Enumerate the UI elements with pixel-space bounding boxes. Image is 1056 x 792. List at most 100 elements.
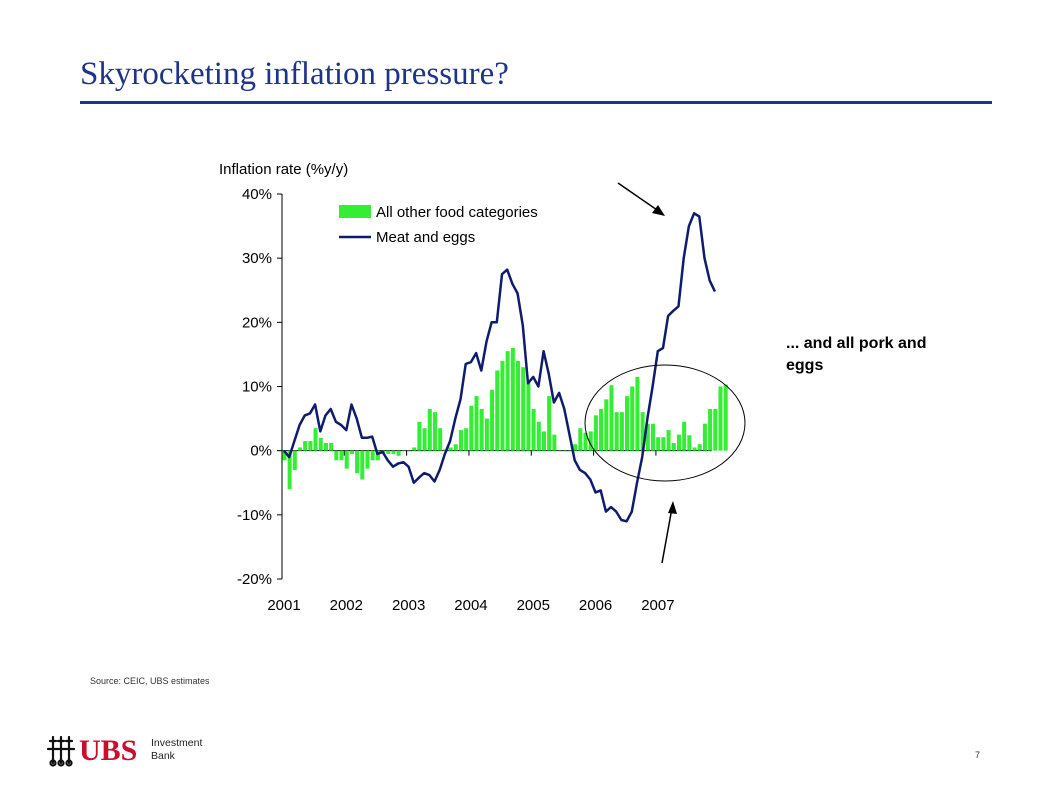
bar — [349, 450, 354, 454]
arrow-bottom-head — [668, 501, 677, 514]
bar — [318, 437, 323, 451]
page-number: 7 — [975, 750, 981, 760]
bar — [697, 444, 702, 451]
bar — [656, 437, 661, 451]
bar — [676, 434, 681, 451]
bar — [287, 450, 292, 490]
bar — [412, 447, 417, 451]
bar — [547, 396, 552, 451]
bar — [432, 412, 437, 451]
logo-subtitle-line2: Bank — [151, 750, 175, 762]
bar — [682, 421, 687, 451]
bar — [573, 444, 578, 451]
bar — [671, 442, 676, 451]
bar — [427, 408, 432, 451]
y-tick-label: -10% — [237, 507, 272, 524]
bar — [360, 450, 365, 480]
bar — [713, 408, 718, 451]
bar — [458, 430, 463, 451]
bar — [329, 442, 334, 451]
bar — [484, 418, 489, 451]
y-tick-label: -20% — [237, 571, 272, 588]
series-line-meat-and-eggs — [283, 212, 717, 523]
arrow-bottom-shaft — [661, 507, 673, 564]
logo-subtitle-line1: Investment — [151, 737, 203, 749]
bar — [396, 450, 401, 456]
bar — [552, 434, 557, 451]
bar — [521, 367, 526, 451]
bar — [510, 348, 515, 451]
bar — [687, 435, 692, 451]
bar — [355, 450, 360, 474]
bar — [505, 351, 510, 451]
y-axis-label: Inflation rate (%y/y) — [219, 161, 348, 178]
bar — [422, 428, 427, 451]
legend-label-bars: All other food categories — [376, 204, 538, 221]
bar — [650, 423, 656, 451]
bar — [391, 450, 396, 454]
x-tick-label: 2001 — [267, 597, 300, 614]
x-tick-label: 2004 — [454, 597, 487, 614]
y-tick-label: 0% — [250, 443, 272, 460]
bar — [417, 421, 422, 451]
bar — [282, 450, 287, 461]
bar — [334, 450, 339, 461]
bar — [531, 408, 536, 451]
bar — [599, 408, 604, 451]
bar — [526, 383, 531, 451]
x-tick-label: 2007 — [641, 597, 674, 614]
bar — [578, 428, 583, 451]
bar — [469, 405, 474, 451]
bar — [313, 428, 318, 451]
highlight-ellipse — [584, 364, 746, 482]
bar — [516, 360, 521, 451]
bar — [557, 450, 562, 452]
bar — [635, 376, 640, 451]
ubs-wordmark: UBS — [79, 734, 138, 767]
bar — [666, 430, 671, 451]
bar — [323, 442, 328, 451]
title-underline — [80, 101, 992, 104]
arrow-top-shaft — [617, 182, 661, 213]
slide-title: Skyrocketing inflation pressure? — [80, 56, 509, 92]
y-tick-label: 40% — [242, 186, 272, 203]
bar — [292, 450, 297, 470]
bar — [593, 415, 598, 451]
bar — [297, 447, 303, 451]
bar — [604, 399, 609, 451]
logo-subtitle: Investment Bank — [151, 737, 202, 763]
bar — [645, 423, 650, 451]
bar — [453, 444, 458, 451]
annotation-text: ... and all pork and eggs — [786, 335, 927, 374]
x-tick-label: 2003 — [392, 597, 425, 614]
y-tick-label: 10% — [242, 379, 272, 396]
bar — [614, 412, 619, 451]
source-note: Source: CEIC, UBS estimates — [90, 676, 210, 686]
bar — [495, 370, 500, 451]
bar — [438, 428, 443, 451]
x-tick-label: 2002 — [330, 597, 363, 614]
bar — [490, 389, 495, 451]
bar — [303, 441, 308, 451]
bar — [702, 423, 707, 451]
bar — [723, 384, 728, 451]
bar — [474, 396, 479, 451]
bar — [583, 432, 588, 451]
y-tick-label: 30% — [242, 250, 272, 267]
bar — [448, 447, 453, 451]
arrow-top-head — [652, 205, 665, 216]
y-tick-label: 20% — [242, 314, 272, 331]
bar — [588, 431, 593, 451]
bar — [308, 441, 313, 451]
bar — [625, 396, 630, 451]
bar — [640, 412, 645, 451]
x-tick-label: 2006 — [579, 597, 612, 614]
bar — [386, 450, 391, 454]
bar — [370, 450, 375, 461]
bar — [609, 385, 614, 451]
bar — [344, 450, 349, 469]
x-tick-label: 2005 — [517, 597, 550, 614]
bar — [541, 431, 547, 451]
bar — [536, 421, 541, 451]
bar — [479, 408, 484, 451]
